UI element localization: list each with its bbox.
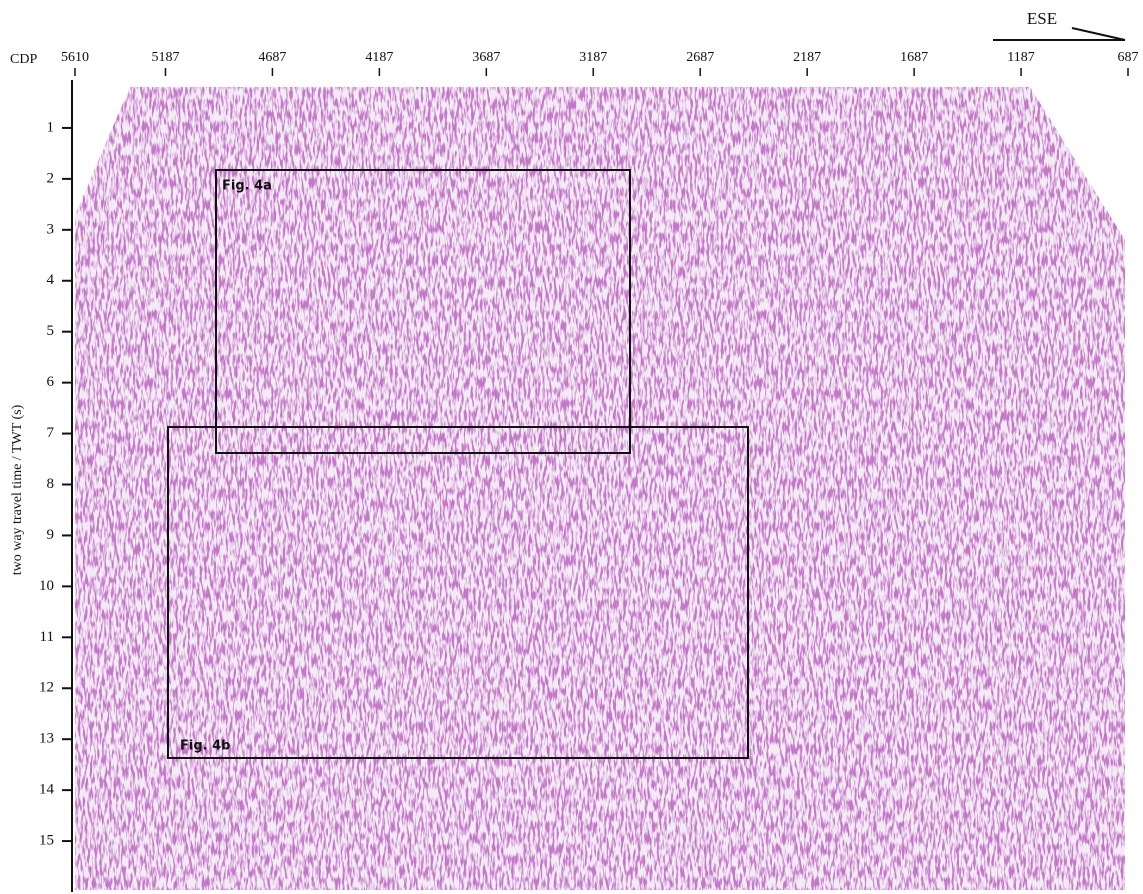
y-tick-label: 1 [47, 119, 55, 135]
y-tick-label: 2 [47, 170, 55, 186]
y-tick-label: 9 [47, 527, 55, 543]
x-tick-label: 4687 [258, 50, 286, 65]
x-axis-label: CDP [10, 52, 37, 67]
y-axis-label: two way travel time / TWT (s) [10, 404, 25, 575]
y-tick-label: 14 [39, 782, 55, 798]
y-tick-label: 8 [47, 476, 55, 492]
x-tick-label: 1687 [900, 50, 928, 65]
x-tick-label: 5187 [151, 50, 179, 65]
y-tick-label: 4 [47, 272, 55, 288]
y-tick-label: 11 [40, 629, 54, 645]
y-tick-label: 5 [47, 323, 55, 339]
direction-label: ESE [1027, 9, 1057, 28]
box-label: Fig. 4b [180, 739, 230, 754]
direction-arrow [1072, 28, 1125, 40]
box-label: Fig. 4a [222, 179, 272, 194]
x-tick-label: 2687 [686, 50, 714, 65]
y-tick-label: 10 [39, 578, 54, 594]
x-tick-label: 3687 [472, 50, 500, 65]
y-tick-label: 15 [39, 833, 54, 849]
x-tick-label: 5610 [61, 50, 89, 65]
y-tick-label: 12 [39, 680, 54, 696]
y-tick-label: 7 [47, 425, 55, 441]
x-tick-label: 3187 [579, 50, 607, 65]
figure: CDP two way travel time / TWT (s) ESE Fi… [0, 0, 1143, 894]
x-tick-label: 4187 [365, 50, 393, 65]
x-tick-label: 1187 [1007, 50, 1034, 65]
x-tick-label: 2187 [793, 50, 821, 65]
y-tick-label: 6 [47, 374, 55, 390]
y-tick-label: 3 [47, 221, 55, 237]
x-tick-label: 687 [1118, 50, 1139, 65]
y-tick-label: 13 [39, 731, 54, 747]
seismic-section [70, 85, 1130, 894]
